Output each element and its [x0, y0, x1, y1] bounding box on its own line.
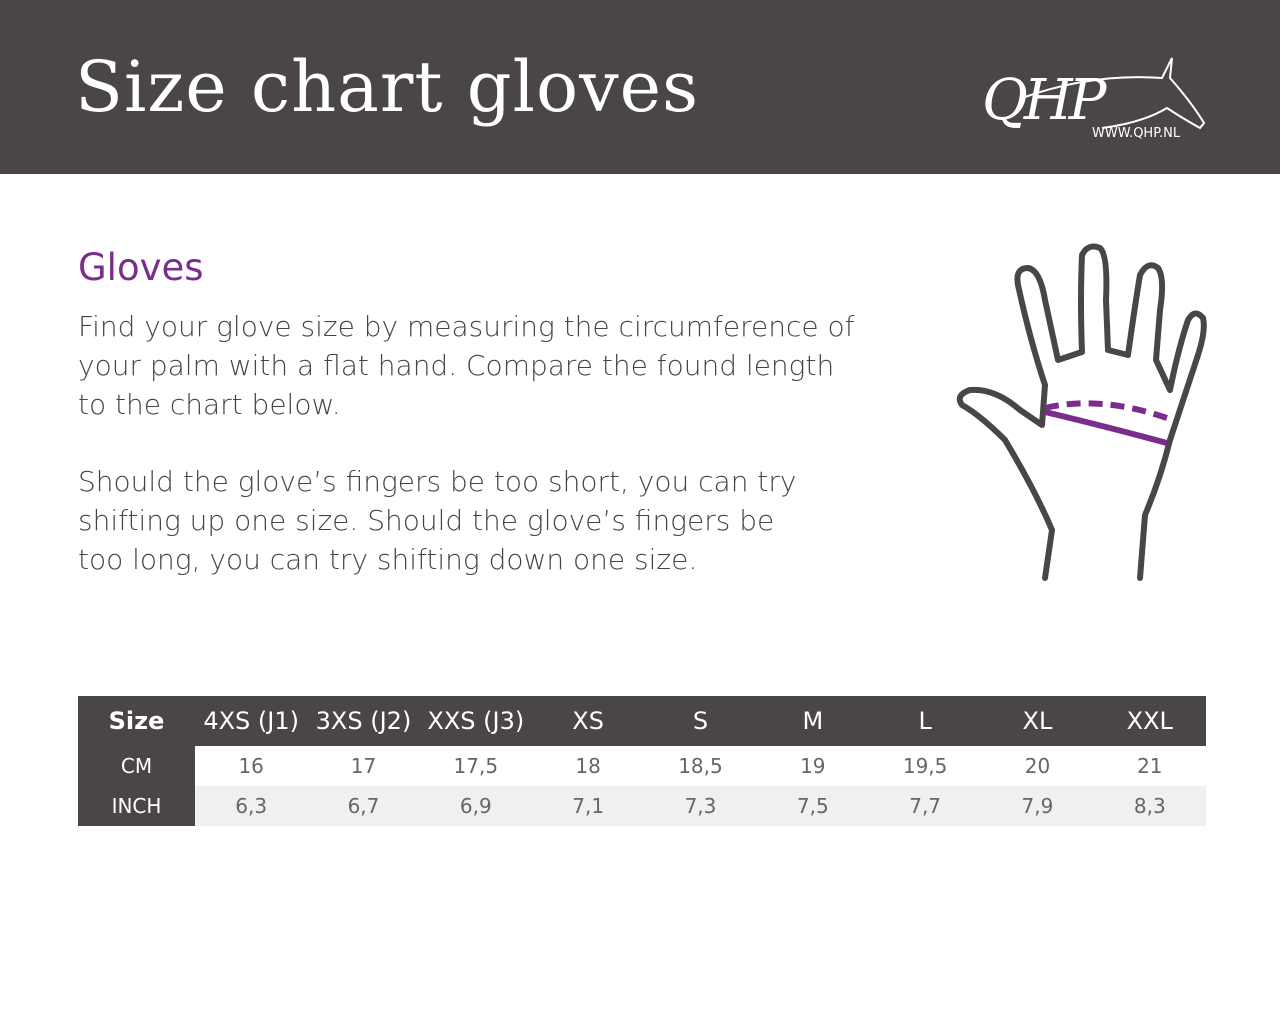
website-url: WWW.QHP.NL — [1092, 126, 1181, 141]
table-cell: 20 — [981, 746, 1094, 786]
table-cell: 6,3 — [195, 786, 308, 826]
table-row-inch: INCH 6,3 6,7 6,9 7,1 7,3 7,5 7,7 7,9 8,3 — [78, 786, 1206, 826]
size-table: Size 4XS (J1) 3XS (J2) XXS (J3) XS S M L… — [78, 696, 1206, 826]
table-cell: 18 — [531, 746, 645, 786]
table-cell: 7,9 — [981, 786, 1094, 826]
horse-head-icon — [1021, 57, 1206, 130]
hand-palm-measurement-icon — [956, 243, 1207, 581]
section-heading: Gloves — [78, 246, 204, 289]
table-cell: 8,3 — [1093, 786, 1206, 826]
table-cell: 7,7 — [868, 786, 982, 826]
header-cell: XS — [531, 696, 645, 746]
table-cell: 7,5 — [756, 786, 869, 826]
table-cell: 17,5 — [419, 746, 532, 786]
header-cell: XXS (J3) — [419, 696, 532, 746]
header-cell: XXL — [1093, 696, 1206, 746]
table-cell: 19,5 — [868, 746, 982, 786]
instructions-paragraph: Find your glove size by measuring the ci… — [78, 310, 855, 421]
header-size: Size — [78, 696, 195, 746]
page-title: Size chart gloves — [75, 46, 699, 128]
header-cell: 4XS (J1) — [195, 696, 308, 746]
row-label: INCH — [78, 786, 195, 826]
table-cell: 18,5 — [644, 746, 757, 786]
table-cell: 21 — [1093, 746, 1206, 786]
table-cell: 7,3 — [644, 786, 757, 826]
table-header-row: Size 4XS (J1) 3XS (J2) XXS (J3) XS S M L… — [78, 696, 1206, 746]
table-cell: 19 — [756, 746, 869, 786]
header-cell: XL — [981, 696, 1094, 746]
table-cell: 6,9 — [419, 786, 532, 826]
row-label: CM — [78, 746, 195, 786]
qhp-logo: QHP WWW.QHP.NL — [982, 48, 1212, 148]
header-cell: 3XS (J2) — [307, 696, 420, 746]
table-cell: 17 — [307, 746, 420, 786]
table-cell: 7,1 — [531, 786, 645, 826]
header-cell: M — [756, 696, 869, 746]
table-cell: 16 — [195, 746, 308, 786]
table-cell: 6,7 — [307, 786, 420, 826]
fit-advice-paragraph: Should the glove’s fingers be too short,… — [78, 465, 797, 576]
header-banner: Size chart gloves QHP WWW.QHP.NL — [0, 0, 1280, 174]
header-cell: L — [868, 696, 982, 746]
header-cell: S — [644, 696, 757, 746]
table-row-cm: CM 16 17 17,5 18 18,5 19 19,5 20 21 — [78, 746, 1206, 786]
